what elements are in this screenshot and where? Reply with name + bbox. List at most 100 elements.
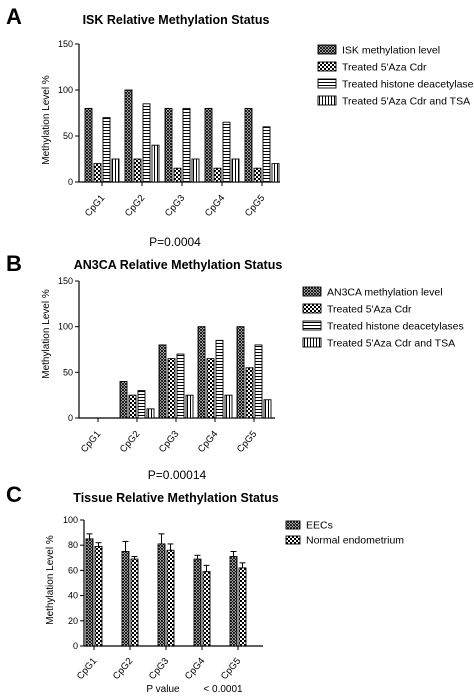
chart-b-legend-swatch — [302, 337, 322, 348]
chart-c-pvalue-value: < 0.0001 — [203, 684, 243, 695]
chart-b-bar — [215, 339, 224, 419]
chart-b-legend-label: Treated histone deacetylases — [327, 321, 464, 333]
chart-c-bar — [157, 543, 166, 647]
chart-b-y-tick-label: 0 — [68, 413, 73, 423]
chart-a-legend-label: Treated 5'Aza Cdr and TSA — [342, 96, 470, 108]
chart-b-y-tick-label: 150 — [58, 276, 73, 286]
chart-a-y-tick-label: 100 — [58, 85, 73, 95]
chart-a: 0 50 100 150 CpG1 CpG2 CpG3 CpG4 CpG5 ISK methyla… — [58, 39, 474, 219]
chart-a-bar — [84, 107, 93, 183]
chart-a-ylabel: Methylation Level % — [41, 75, 52, 165]
chart-c-legend-swatch — [285, 520, 301, 530]
chart-b-y-tick-label: 100 — [58, 322, 73, 332]
panel-letter-a: A — [6, 4, 22, 29]
chart-a-legend-swatch — [317, 61, 337, 72]
chart-a-y-tick-label: 50 — [63, 131, 73, 141]
chart-a-bar — [124, 89, 133, 183]
chart-a-bar — [231, 158, 240, 183]
chart-a-pvalue: P=0.0004 — [149, 235, 201, 249]
chart-a-y-tick-label: 0 — [68, 177, 73, 187]
chart-c-bar — [130, 558, 139, 647]
chart-b-bar — [167, 358, 176, 419]
chart-c-bar — [229, 556, 238, 647]
chart-b-ylabel: Methylation Level % — [41, 289, 52, 379]
chart-a-category-label: CpG5 — [243, 193, 267, 219]
chart-b-legend-label: Treated 5'Aza Cdr — [327, 304, 412, 316]
chart-b-category-label: CpG1 — [79, 429, 103, 455]
chart-b-category-label: CpG5 — [235, 429, 259, 455]
chart-a-bar — [182, 107, 191, 183]
chart-b-bar — [119, 381, 128, 419]
panel-letter-c: C — [6, 482, 22, 507]
chart-a-bar — [271, 163, 280, 183]
chart-c-bar — [202, 571, 211, 647]
chart-b-bar — [236, 326, 245, 419]
chart-c-bar — [166, 549, 175, 647]
chart-c-y-tick-label: 60 — [68, 565, 78, 575]
chart-c-bar — [85, 538, 94, 647]
chart-b-bar — [137, 390, 146, 419]
chart-a-bar — [191, 158, 200, 183]
chart-b-bar — [263, 399, 272, 419]
chart-c-bar — [238, 567, 247, 647]
chart-b-y-tick-label: 50 — [63, 367, 73, 377]
chart-b-category-label: CpG3 — [157, 429, 181, 455]
chart-c-category-label: CpG1 — [75, 656, 99, 682]
chart-b-legend-label: AN3CA methylation level — [327, 287, 443, 299]
chart-a-bar — [213, 167, 222, 183]
chart-b-bar — [146, 408, 155, 419]
chart-b-legend-label: Treated 5'Aza Cdr and TSA — [327, 338, 455, 350]
chart-c-y-tick-label: 100 — [63, 515, 78, 525]
chart-c-y-tick-label: 0 — [73, 641, 78, 651]
chart-b-legend-swatch — [302, 286, 322, 297]
chart-c-legend-swatch — [285, 535, 301, 545]
chart-c-pvalue-label: P value — [146, 684, 180, 695]
chart-a-title: ISK Relative Methylation Status — [83, 13, 270, 27]
chart-b-bar — [197, 326, 206, 419]
chart-c-bar — [94, 546, 103, 647]
chart-c-y-tick-label: 40 — [68, 591, 78, 601]
chart-a-bar — [133, 158, 142, 183]
chart-b-legend-swatch — [302, 320, 322, 331]
chart-a-bar — [173, 167, 182, 183]
chart-c-category-label: CpG5 — [219, 656, 243, 682]
chart-a-bar — [253, 167, 262, 183]
chart-c-bar — [121, 551, 130, 647]
chart-a-bar — [244, 107, 253, 183]
chart-c-category-label: CpG2 — [111, 656, 135, 682]
chart-b-title: AN3CA Relative Methylation Status — [74, 258, 283, 272]
chart-a-bar — [102, 117, 111, 183]
chart-b-bar — [185, 394, 194, 419]
chart-a-legend-label: ISK methylation level — [342, 45, 440, 57]
chart-c-y-tick-label: 20 — [68, 616, 78, 626]
chart-c-category-label: CpG4 — [183, 656, 207, 682]
chart-a-bar — [164, 107, 173, 183]
chart-a-bar — [262, 126, 271, 183]
chart-a-category-label: CpG4 — [203, 193, 227, 219]
chart-a-bar — [222, 121, 231, 183]
chart-a-legend-swatch — [317, 78, 337, 89]
chart-a-legend-swatch — [317, 44, 337, 55]
chart-c-bar — [193, 558, 202, 647]
chart-a-bar — [204, 107, 213, 183]
chart-b-legend-swatch — [302, 303, 322, 314]
chart-b-bar — [158, 344, 167, 419]
chart-a-category-label: CpG1 — [83, 193, 107, 219]
chart-a-bar — [93, 163, 102, 183]
chart-a-legend-label: Treated 5'Aza Cdr — [342, 62, 427, 74]
chart-b-bar — [254, 344, 263, 419]
chart-c-legend-label: EECs — [306, 520, 333, 532]
chart-b-category-label: CpG4 — [196, 429, 220, 455]
chart-c-legend-label: Normal endometrium — [306, 535, 404, 547]
panel-letter-b: B — [6, 251, 22, 276]
chart-b-bar — [224, 394, 233, 419]
chart-a-legend-swatch — [317, 95, 337, 106]
chart-c-category-label: CpG3 — [147, 656, 171, 682]
chart-b-bar — [206, 358, 215, 419]
chart-c-title: Tissue Relative Methylation Status — [73, 491, 278, 505]
chart-c-y-tick-label: 80 — [68, 540, 78, 550]
chart-b-bar — [245, 367, 254, 419]
chart-b-category-label: CpG2 — [118, 429, 142, 455]
chart-a-category-label: CpG2 — [123, 193, 147, 219]
